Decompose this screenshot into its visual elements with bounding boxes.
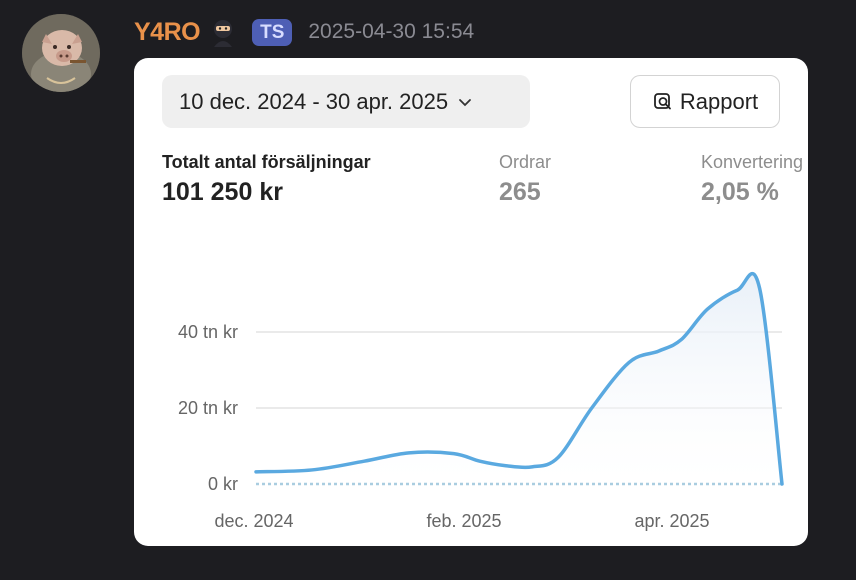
x-tick-label: apr. 2025 bbox=[634, 511, 709, 531]
x-tick-label: dec. 2024 bbox=[214, 511, 293, 531]
metric-total-sales[interactable]: Totalt antal försäljningar 101 250 kr bbox=[162, 152, 371, 207]
metric-value: 101 250 kr bbox=[162, 178, 283, 206]
y-tick-label: 20 tn kr bbox=[178, 398, 238, 418]
x-tick-label: feb. 2025 bbox=[426, 511, 501, 531]
report-button[interactable]: Rapport bbox=[630, 75, 780, 128]
message-header: Y4RO TS 2025-04-30 15:54 bbox=[134, 14, 474, 50]
user-avatar[interactable] bbox=[22, 14, 100, 92]
metric-label: Ordrar bbox=[499, 152, 552, 172]
date-range-label: 10 dec. 2024 - 30 apr. 2025 bbox=[179, 88, 449, 114]
report-search-icon bbox=[653, 92, 671, 109]
message-timestamp: 2025-04-30 15:54 bbox=[308, 20, 475, 43]
sales-chart: 0 kr 20 tn kr 40 tn kr dec. 2024 feb. 2025 ap… bbox=[178, 271, 784, 531]
sales-series-line bbox=[254, 271, 784, 486]
metric-label: Totalt antal försäljningar bbox=[162, 152, 371, 172]
metric-label: Konvertering bbox=[701, 152, 804, 172]
metric-value: 2,05 % bbox=[701, 178, 779, 206]
pig-avatar-image bbox=[22, 14, 100, 92]
y-tick-label: 0 kr bbox=[208, 474, 238, 494]
sales-summary-card: 10 dec. 2024 - 30 apr. 2025 Rapport Tota… bbox=[134, 58, 808, 546]
y-tick-label: 40 tn kr bbox=[178, 322, 238, 342]
metric-orders[interactable]: Ordrar 265 bbox=[499, 152, 551, 207]
sales-area-fill bbox=[256, 273, 782, 484]
report-button-label: Rapport bbox=[679, 88, 759, 114]
chevron-down-icon bbox=[459, 98, 472, 106]
role-badge[interactable]: TS bbox=[252, 18, 293, 46]
ninja-emoji-icon bbox=[208, 17, 238, 47]
date-range-selector[interactable]: 10 dec. 2024 - 30 apr. 2025 bbox=[162, 75, 530, 128]
metric-conversion[interactable]: Konvertering 2,05 % bbox=[701, 152, 803, 207]
metric-value: 265 bbox=[499, 178, 541, 206]
username[interactable]: Y4RO bbox=[134, 17, 201, 46]
